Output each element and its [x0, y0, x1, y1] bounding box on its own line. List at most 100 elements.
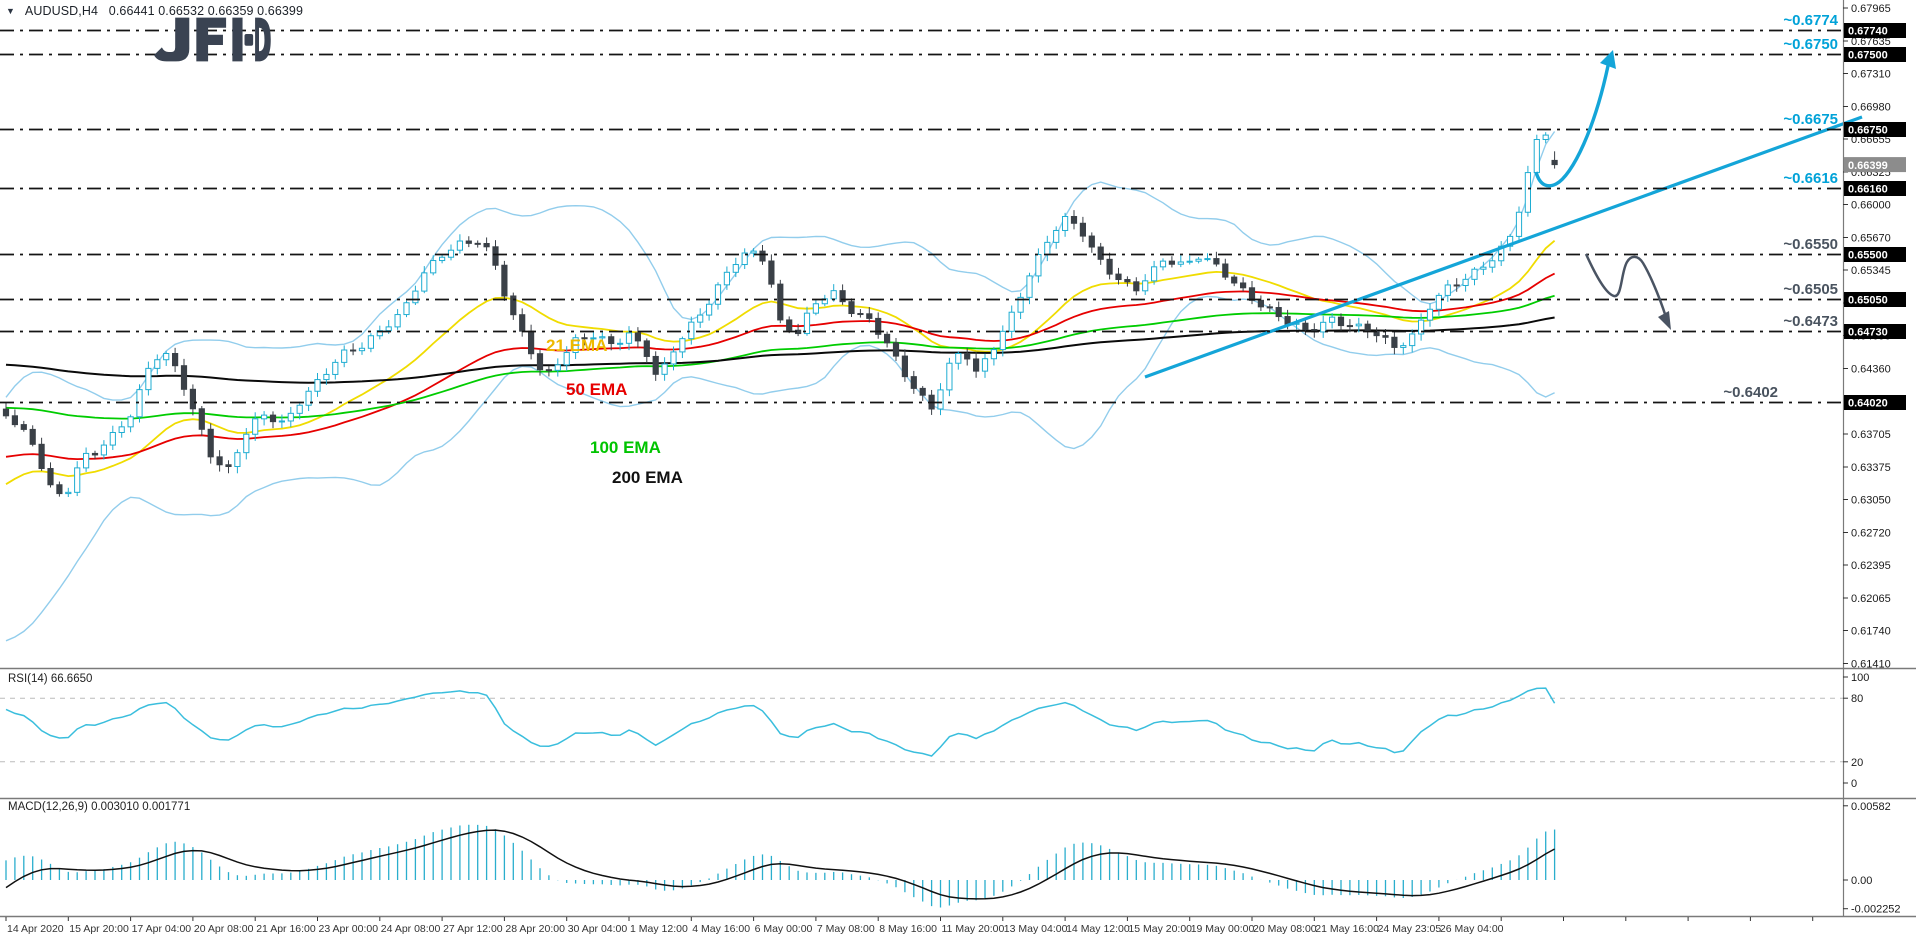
ema50-line — [5, 272, 1556, 461]
macd-panel[interactable] — [5, 824, 1556, 908]
bearish-arrow-head — [1658, 311, 1671, 330]
price-tick-label: 0.61740 — [1851, 626, 1891, 638]
bull-candle-body — [1400, 345, 1407, 348]
bull-candle-body — [1533, 138, 1540, 174]
ema100-label: 100 EMA — [590, 438, 661, 457]
price-tick-label: 0.64360 — [1851, 364, 1891, 376]
bull-candle-body — [937, 389, 944, 410]
bear-candle-body — [1275, 307, 1282, 318]
bear-candle-body — [1168, 260, 1176, 265]
price-level-box-label: 0.65500 — [1848, 250, 1888, 262]
time-label: 20 Apr 08:00 — [194, 923, 254, 935]
bull-candle-body — [981, 358, 989, 372]
rsi-axis[interactable]: 100 80 20 0 — [1843, 672, 1869, 790]
symbol-label: AUDUSD,H4 — [24, 4, 99, 18]
bull-candle-body — [100, 444, 108, 456]
rsi-panel[interactable] — [0, 687, 1843, 763]
bear-candle-body — [180, 365, 188, 390]
level-label-0.6750: ~0.6750 — [1783, 35, 1838, 53]
bear-candle-body — [973, 358, 980, 372]
bull-candle-body — [127, 416, 134, 428]
bear-candle-body — [91, 452, 99, 456]
price-level-box-label: 0.67500 — [1848, 50, 1888, 62]
bull-candle-body — [447, 249, 455, 258]
bull-candle-body — [83, 452, 90, 469]
bull-candle-body — [1320, 321, 1327, 333]
bear-candle-body — [768, 260, 775, 285]
price-level-box — [1844, 292, 1906, 307]
bear-candle-body — [519, 314, 526, 332]
level-label-0.6675: ~0.6675 — [1783, 110, 1838, 128]
bull-candle-body — [554, 364, 561, 371]
bull-candle-body — [1195, 258, 1202, 262]
macd-tick-label: -0.002252 — [1851, 904, 1901, 916]
time-label: 8 May 16:00 — [879, 923, 937, 935]
bear-candle-body — [777, 283, 784, 321]
bear-candle-body — [866, 313, 873, 319]
ascending-trendline[interactable] — [1144, 115, 1863, 379]
main-price-panel[interactable] — [2, 131, 1558, 642]
bear-candle-body — [501, 264, 508, 297]
bearish-squiggle-arrow[interactable] — [1584, 253, 1670, 325]
bull-candle-body — [1062, 215, 1069, 231]
price-tick-label: 0.66000 — [1851, 200, 1891, 212]
bull-candle-body — [394, 314, 401, 328]
ema200-label: 200 EMA — [612, 468, 683, 487]
brand-logo — [153, 16, 271, 68]
bull-candle-body — [1008, 311, 1015, 332]
bull-candle-body — [421, 272, 428, 292]
symbol-dropdown-icon[interactable]: ▼ — [6, 6, 16, 16]
ema50-label: 50 EMA — [566, 380, 628, 399]
price-level-box — [1844, 181, 1906, 196]
bear-candle-body — [839, 290, 846, 303]
price-level-box-label: 0.64730 — [1848, 327, 1888, 339]
bull-candle-body — [706, 303, 713, 316]
bull-candle-body — [430, 260, 437, 274]
price-axis[interactable]: 0.679650.676350.673100.669800.666550.663… — [1843, 3, 1906, 671]
bull-candle-body — [278, 420, 285, 423]
bull-candle-body — [1177, 261, 1184, 265]
price-tick-label: 0.67310 — [1851, 69, 1891, 81]
bear-candle-body — [216, 456, 223, 466]
bear-candle-body — [643, 340, 650, 357]
bull-candle-body — [1471, 268, 1478, 280]
bull-candle-body — [367, 335, 374, 349]
jfd-logo-icon — [154, 17, 271, 62]
bull-candle-body — [118, 426, 125, 433]
bull-candle-body — [439, 256, 446, 262]
ema21-line — [5, 240, 1556, 485]
bear-candle-body — [1088, 235, 1095, 248]
price-tick-label: 0.66980 — [1851, 102, 1891, 114]
bull-candle-body — [403, 302, 410, 316]
price-tick-label: 0.67965 — [1851, 3, 1891, 15]
bear-candle-body — [652, 355, 659, 375]
bear-candle-body — [536, 353, 544, 371]
bear-candle-body — [1097, 246, 1104, 260]
price-level-box — [1844, 23, 1906, 38]
bull-candle-body — [1053, 229, 1060, 243]
macd-axis[interactable]: 0.00582 0.00 -0.002252 — [1843, 801, 1901, 916]
bull-candle-body — [1186, 260, 1193, 263]
time-label: 17 Apr 04:00 — [132, 923, 192, 935]
bull-candle-body — [332, 361, 339, 375]
price-level-box-label: 0.67740 — [1848, 26, 1888, 38]
bullish-curved-arrow[interactable] — [1534, 55, 1612, 188]
bull-candle-body — [385, 326, 392, 332]
bull-candle-body — [243, 433, 250, 454]
macd-tick-label: 0.00 — [1851, 875, 1872, 887]
bear-candle-body — [1079, 222, 1087, 237]
bull-candle-body — [563, 352, 570, 366]
bull-candle-body — [1044, 241, 1051, 256]
bear-candle-body — [1124, 279, 1131, 283]
bear-candle-body — [47, 468, 54, 486]
bull-candle-body — [1142, 280, 1149, 292]
bear-candle-body — [510, 295, 517, 316]
bull-candle-body — [741, 252, 748, 266]
time-axis[interactable]: 14 Apr 2020 15 Apr 20:00 17 Apr 04:00 20 Ap… — [5, 917, 1814, 935]
bull-candle-body — [1355, 323, 1362, 327]
time-label: 21 May 16:00 — [1315, 923, 1379, 935]
bear-candle-body — [1222, 263, 1229, 278]
bear-candle-body — [759, 250, 766, 262]
